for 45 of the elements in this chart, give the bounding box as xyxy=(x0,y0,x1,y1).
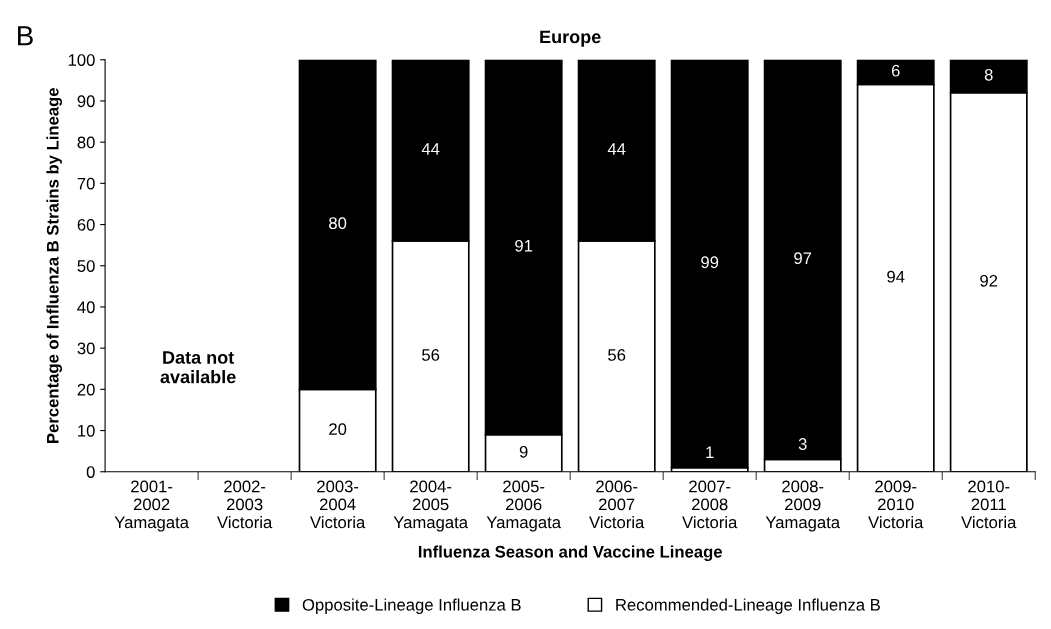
y-tick-label: 70 xyxy=(77,177,95,190)
data-label: 94 xyxy=(887,270,905,283)
data-label: 80 xyxy=(329,217,347,230)
data-label: 92 xyxy=(980,274,998,287)
y-tick-label: 10 xyxy=(78,424,95,437)
bar xyxy=(670,59,749,469)
y-tick-label: 100 xyxy=(68,54,95,66)
x-tick-label: 2002- 2003 Victoria xyxy=(217,480,273,529)
data-label: 56 xyxy=(608,349,626,361)
data-label: 9 xyxy=(519,445,528,458)
data-label: 44 xyxy=(607,143,626,155)
data-label: 91 xyxy=(515,239,533,252)
data-label: 8 xyxy=(984,68,993,81)
y-tick-label: 60 xyxy=(77,218,95,231)
data-label: 6 xyxy=(891,64,900,77)
data-label: 56 xyxy=(422,349,440,361)
x-tick-label: 2001- 2002 Yamagata xyxy=(114,480,189,532)
chart-title: Europe xyxy=(540,30,601,47)
y-tick-label: 20 xyxy=(77,383,95,396)
x-tick-label: 2003- 2004 Victoria xyxy=(310,480,366,529)
x-tick-label: 2008- 2009 Yamagata xyxy=(765,480,841,532)
y-tick-label: 90 xyxy=(77,95,95,108)
x-tick-label: 2009- 2010 Victoria xyxy=(868,480,924,529)
x-tick-label: 2004- 2005 Yamagata xyxy=(393,480,469,532)
y-tick-label: 40 xyxy=(77,301,95,314)
y-tick-label: 80 xyxy=(77,136,95,149)
y-tick-label: 50 xyxy=(77,260,95,272)
x-tick-label: 2005- 2006 Yamagata xyxy=(486,480,562,532)
x-tick-label: 2006- 2007 Victoria xyxy=(589,480,645,529)
y-tick-label: 30 xyxy=(77,342,95,355)
data-label: 44 xyxy=(421,143,440,155)
y-tick-label: 0 xyxy=(86,466,95,478)
x-tick-label: 2010- 2011 Victoria xyxy=(961,480,1017,529)
x-tick-label: 2007- 2008 Victoria xyxy=(682,480,738,529)
data-label: 1 xyxy=(706,446,714,458)
data-label: 3 xyxy=(798,438,807,450)
data-label: 20 xyxy=(329,423,347,436)
data-label: 99 xyxy=(701,256,719,269)
text: B xyxy=(18,26,33,46)
legend-label: Recommended-Lineage Influenza B xyxy=(616,598,880,614)
legend-label: Opposite-Lineage Influenza B xyxy=(302,598,521,614)
annotation: Data not available xyxy=(160,351,236,384)
x-axis-title: Influenza Season and Vaccine Lineage xyxy=(418,545,722,562)
y-axis-title: Percentage of Influenza B Strains by Lineage xyxy=(46,88,63,443)
data-label: 97 xyxy=(794,252,812,265)
